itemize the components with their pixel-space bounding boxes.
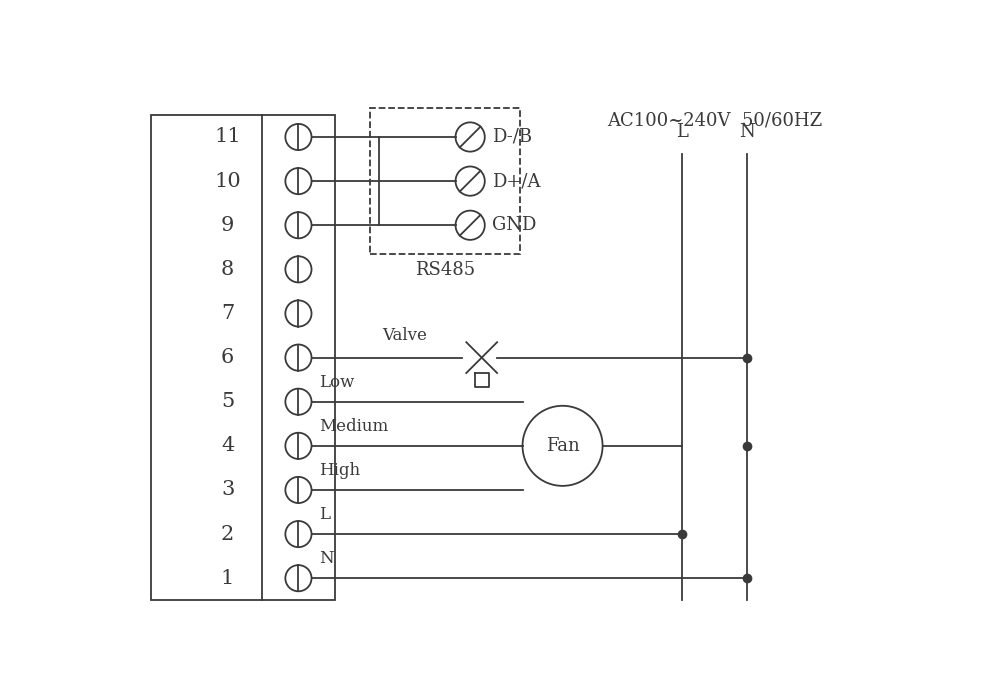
Text: Low: Low (319, 374, 355, 391)
Text: 4: 4 (221, 436, 234, 456)
Text: N: N (319, 550, 334, 567)
Text: RS485: RS485 (415, 261, 475, 279)
Text: Fan: Fan (546, 437, 579, 455)
Text: 9: 9 (221, 215, 234, 235)
Text: 10: 10 (214, 172, 241, 191)
Text: 8: 8 (221, 260, 234, 279)
Text: N: N (739, 123, 755, 141)
Text: 1: 1 (221, 569, 234, 588)
Text: 3: 3 (221, 480, 234, 499)
Text: Valve: Valve (382, 327, 427, 344)
Text: L: L (319, 506, 330, 523)
Text: L: L (676, 123, 688, 141)
Text: 2: 2 (221, 525, 234, 543)
Text: AC100~240V  50/60HZ: AC100~240V 50/60HZ (607, 111, 822, 129)
Text: D+/A: D+/A (492, 172, 541, 190)
Text: Medium: Medium (319, 418, 388, 435)
Text: High: High (319, 462, 360, 480)
Text: D-/B: D-/B (492, 128, 533, 146)
Text: 7: 7 (221, 304, 234, 323)
Text: 5: 5 (221, 392, 234, 411)
Text: 11: 11 (214, 128, 241, 147)
Text: GND: GND (492, 216, 537, 234)
Text: 6: 6 (221, 348, 234, 367)
